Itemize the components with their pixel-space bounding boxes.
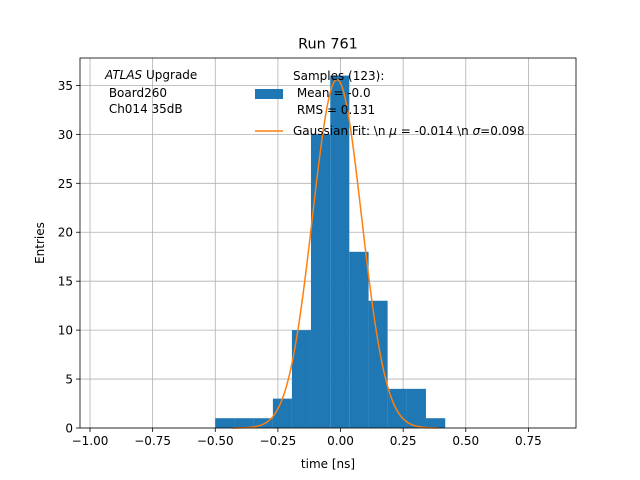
legend-fit-prefix: Gaussian Fit: \n (293, 124, 389, 138)
x-tick-label: −0.25 (260, 434, 297, 448)
legend-fit-mu: = -0.014 \n (397, 124, 473, 138)
x-tick-label: 0.25 (390, 434, 417, 448)
legend-sigma-symbol: σ (473, 124, 481, 138)
y-tick-label: 5 (65, 373, 73, 387)
y-tick-label: 10 (58, 324, 73, 338)
atlas-label: ATLAS (104, 68, 143, 82)
histogram-bar (425, 418, 446, 428)
legend-samples-title: Samples (123): (293, 69, 384, 83)
chart-title: Run 761 (298, 37, 358, 53)
y-tick-label: 15 (58, 275, 73, 289)
histogram-bar (406, 388, 426, 428)
histogram-bar (330, 75, 350, 428)
x-tick-label: 0.50 (452, 434, 479, 448)
y-tick-label: 20 (58, 226, 73, 240)
annotation-line-1: ATLAS Upgrade (104, 68, 197, 82)
histogram-bar (291, 330, 311, 428)
legend-fit-sigma: =0.098 (480, 124, 524, 138)
legend-fit-label: Gaussian Fit: \n μ = -0.014 \n σ=0.098 (293, 124, 525, 138)
y-tick-label: 0 (65, 422, 73, 436)
legend-rms: RMS = 0.131 (293, 103, 375, 117)
gaussian-fit (232, 78, 439, 429)
x-tick-label: −0.75 (134, 434, 171, 448)
atlas-annotation: ATLAS Upgrade Board260 Ch014 35dB (104, 68, 197, 116)
y-axis-label: Entries (33, 222, 47, 264)
legend-histogram-swatch (255, 89, 283, 99)
annotation-line-2: Board260 (105, 86, 167, 100)
upgrade-label: Upgrade (142, 68, 197, 82)
histogram-bar (253, 418, 273, 428)
x-tick-label: −0.50 (197, 434, 234, 448)
y-tick-label: 35 (58, 79, 73, 93)
x-axis-label: time [ns] (301, 457, 355, 471)
x-tick-label: 0.00 (327, 434, 354, 448)
x-tick-label: −1.00 (72, 434, 109, 448)
y-tick-label: 25 (58, 177, 73, 191)
histogram-bar (234, 418, 254, 428)
x-tick-label: 0.75 (515, 434, 542, 448)
annotation-line-3: Ch014 35dB (105, 102, 183, 116)
histogram-bar (215, 418, 235, 428)
histogram-bars (215, 75, 446, 428)
x-axis-ticks: −1.00 −0.75 −0.50 −0.25 0.00 0.25 0.50 0.75 (72, 428, 542, 448)
legend: Samples (123): Mean = -0.0 RMS = 0.131 G… (255, 69, 525, 138)
y-axis-ticks: 0 5 10 15 20 25 30 35 (58, 79, 80, 436)
histogram-bar (368, 300, 388, 428)
gaussian-fit-line (232, 78, 439, 429)
histogram-bar (272, 398, 292, 428)
histogram-bar (310, 134, 331, 428)
legend-mu-symbol: μ (388, 124, 397, 138)
legend-mean: Mean = -0.0 (293, 86, 371, 100)
histogram-bar (349, 251, 369, 428)
y-tick-label: 30 (58, 128, 73, 142)
plot-frame (79, 57, 577, 429)
